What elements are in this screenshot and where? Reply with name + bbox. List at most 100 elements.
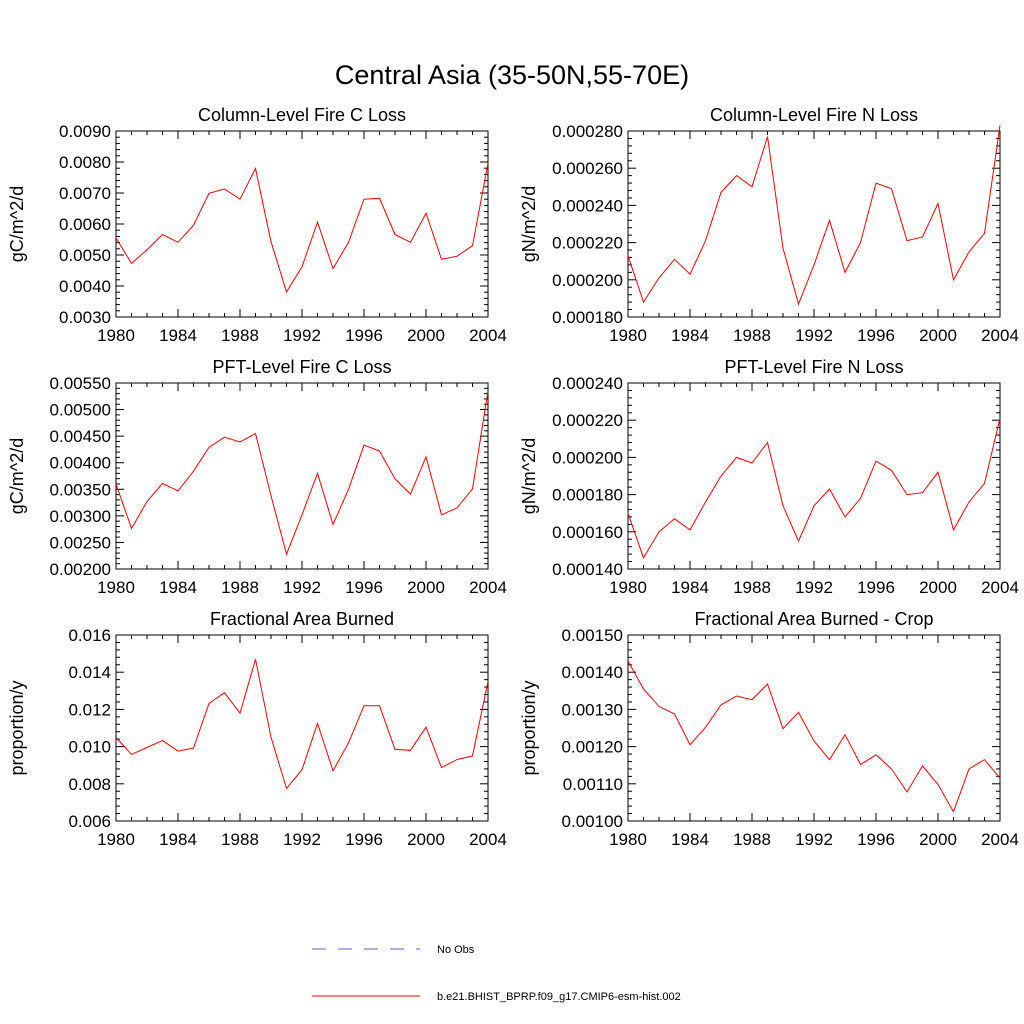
series-line-fractional-area-burned [115, 659, 489, 790]
x-tick-label: 1988 [221, 830, 259, 849]
chart-panel-pft-level-fire-c-loss: PFT-Level Fire C Loss gC/m^2/d 1980 1984 198… [7, 357, 507, 597]
x-tick-label: 1996 [857, 830, 895, 849]
legend-label-no-obs: No Obs [437, 944, 475, 956]
x-tick-label: 1988 [733, 326, 771, 345]
y-tick-label: 0.00140 [562, 663, 623, 682]
y-tick-label: 0.0090 [59, 122, 111, 141]
chart-title: PFT-Level Fire N Loss [724, 357, 903, 377]
x-tick-label: 1988 [221, 578, 259, 597]
y-tick-label: 0.0060 [59, 215, 111, 234]
y-tick-label: 0.000160 [552, 523, 623, 542]
chart-panel-fractional-area-burned-crop: Fractional Area Burned - Crop proportion/… [519, 609, 1019, 849]
chart-title: Column-Level Fire C Loss [198, 105, 406, 125]
plot-frame [627, 130, 1001, 318]
x-tick-label: 2004 [981, 830, 1019, 849]
x-tick-label: 1996 [857, 578, 895, 597]
y-tick-label: 0.00200 [50, 560, 111, 579]
legend-label-model-run: b.e21.BHIST_BPRP.f09_g17.CMIP6-esm-hist.… [437, 991, 681, 1003]
y-tick-label: 0.0050 [59, 246, 111, 265]
series-line-column-level-fire-n-loss [627, 125, 1001, 306]
x-tick-label: 1992 [795, 578, 833, 597]
chart-title: Column-Level Fire N Loss [710, 105, 918, 125]
y-tick-label: 0.016 [68, 626, 111, 645]
y-tick-label: 0.00500 [50, 401, 111, 420]
y-tick-label: 0.00100 [562, 812, 623, 831]
x-tick-label: 2000 [407, 830, 445, 849]
x-tick-label: 1984 [671, 326, 709, 345]
y-tick-label: 0.000240 [552, 374, 623, 393]
chart-panel-column-level-fire-n-loss: Column-Level Fire N Loss gN/m^2/d 1980 1984… [519, 105, 1019, 345]
chart-panel-pft-level-fire-n-loss: PFT-Level Fire N Loss gN/m^2/d 1980 1984 198… [519, 357, 1019, 597]
x-tick-label: 1988 [221, 326, 259, 345]
y-tick-label: 0.00400 [50, 454, 111, 473]
y-tick-label: 0.000140 [552, 560, 623, 579]
page-title: Central Asia (35-50N,55-70E) [335, 60, 689, 90]
x-tick-label: 1984 [671, 578, 709, 597]
x-tick-label: 1984 [159, 830, 197, 849]
y-tick-label: 0.008 [68, 775, 111, 794]
y-tick-label: 0.000180 [552, 486, 623, 505]
x-tick-label: 1980 [609, 830, 647, 849]
y-tick-label: 0.00350 [50, 480, 111, 499]
y-tick-label: 0.014 [68, 663, 111, 682]
x-tick-label: 1996 [345, 578, 383, 597]
plot-frame [115, 634, 489, 822]
y-axis-label: gN/m^2/d [519, 186, 539, 262]
x-tick-label: 1980 [609, 326, 647, 345]
x-tick-label: 1996 [345, 830, 383, 849]
y-tick-label: 0.00110 [563, 775, 623, 794]
series-line-pft-level-fire-n-loss [627, 418, 1001, 559]
x-tick-label: 1984 [671, 830, 709, 849]
y-tick-label: 0.000220 [552, 234, 623, 253]
plot-frame [627, 382, 1001, 570]
y-axis-label: gC/m^2/d [7, 186, 27, 262]
x-tick-label: 2004 [469, 578, 507, 597]
y-tick-label: 0.0040 [59, 277, 111, 296]
y-axis-label: proportion/y [519, 680, 539, 775]
y-tick-label: 0.000200 [552, 448, 623, 467]
y-tick-label: 0.0080 [59, 153, 111, 172]
legend: No Obs b.e21.BHIST_BPRP.f09_g17.CMIP6-es… [312, 944, 681, 1003]
series-line-pft-level-fire-c-loss [115, 390, 489, 556]
x-tick-label: 2000 [919, 326, 957, 345]
x-tick-label: 1980 [97, 830, 135, 849]
x-tick-label: 1984 [159, 578, 197, 597]
x-tick-label: 1996 [345, 326, 383, 345]
y-tick-label: 0.000260 [552, 159, 623, 178]
chart-title: Fractional Area Burned [210, 609, 394, 629]
x-tick-label: 1992 [795, 326, 833, 345]
series-line-fractional-area-burned-crop [627, 660, 1001, 813]
y-tick-label: 0.00450 [50, 427, 111, 446]
y-tick-label: 0.00130 [562, 700, 623, 719]
y-tick-label: 0.00150 [562, 626, 623, 645]
chart-panel-column-level-fire-c-loss: Column-Level Fire C Loss gC/m^2/d 1980 1984… [7, 105, 507, 345]
x-tick-label: 1988 [733, 578, 771, 597]
y-tick-label: 0.000180 [552, 308, 623, 327]
x-tick-label: 2000 [407, 578, 445, 597]
x-tick-label: 2004 [469, 830, 507, 849]
plot-frame [627, 634, 1001, 822]
x-tick-label: 1992 [795, 830, 833, 849]
y-tick-label: 0.000280 [552, 122, 623, 141]
chart-title: PFT-Level Fire C Loss [212, 357, 391, 377]
plot-frame [115, 130, 489, 318]
chart-panel-fractional-area-burned: Fractional Area Burned proportion/y 1980 19… [7, 609, 507, 849]
y-axis-label: gC/m^2/d [7, 438, 27, 514]
y-tick-label: 0.000200 [552, 271, 623, 290]
y-tick-label: 0.00300 [50, 507, 111, 526]
y-tick-label: 0.000240 [552, 196, 623, 215]
chart-title: Fractional Area Burned - Crop [694, 609, 933, 629]
y-tick-label: 0.000220 [552, 411, 623, 430]
series-line-column-level-fire-c-loss [115, 163, 489, 294]
y-tick-label: 0.00120 [562, 738, 623, 757]
x-tick-label: 2000 [919, 578, 957, 597]
x-tick-label: 2000 [919, 830, 957, 849]
x-tick-label: 1988 [733, 830, 771, 849]
y-tick-label: 0.00550 [50, 374, 111, 393]
x-tick-label: 1992 [283, 830, 321, 849]
panel-grid: Column-Level Fire C Loss gC/m^2/d 1980 1984… [7, 105, 1019, 849]
x-tick-label: 1984 [159, 326, 197, 345]
y-axis-label: proportion/y [7, 680, 27, 775]
x-tick-label: 2004 [981, 326, 1019, 345]
